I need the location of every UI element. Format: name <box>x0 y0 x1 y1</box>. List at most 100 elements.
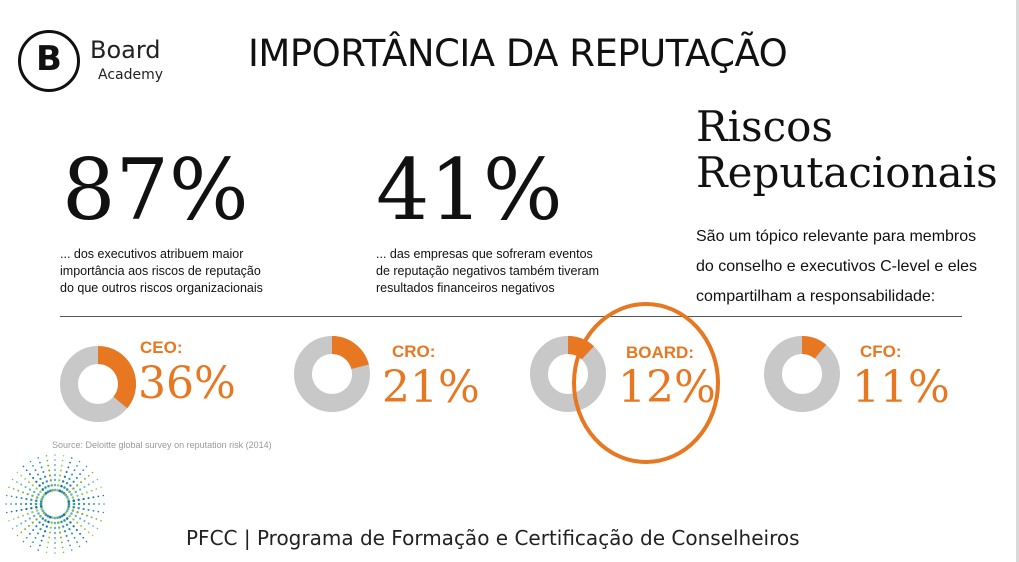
burst-dot <box>17 489 20 492</box>
burst-dot <box>67 539 70 542</box>
burst-dot <box>53 478 57 482</box>
burst-dot <box>25 507 28 511</box>
burst-dot <box>46 490 50 494</box>
burst-dot <box>58 489 62 493</box>
burst-dot <box>20 483 23 486</box>
burst-dot <box>48 474 52 477</box>
burst-dot <box>72 480 75 483</box>
starburst-decoration-icon <box>5 454 105 554</box>
burst-dot <box>76 484 79 487</box>
burst-dot <box>39 527 42 531</box>
burst-dot <box>60 490 64 494</box>
burst-dot <box>65 495 69 499</box>
burst-dot <box>51 488 54 492</box>
donut-slice-cfo <box>801 336 827 359</box>
burst-dot <box>65 523 69 526</box>
burst-dot <box>75 529 78 532</box>
burst-dot <box>76 465 78 467</box>
burst-dot <box>22 491 25 494</box>
burst-dot <box>15 496 18 499</box>
burst-dot <box>63 486 66 489</box>
burst-dot <box>53 483 57 487</box>
slide-title: IMPORTÂNCIA DA REPUTAÇÃO <box>248 32 788 75</box>
donut-ceo <box>60 346 136 422</box>
burst-dot <box>29 545 32 548</box>
burst-dot <box>70 457 73 459</box>
burst-dot <box>5 511 8 514</box>
burst-dot <box>82 536 85 539</box>
burst-dot <box>87 531 90 534</box>
burst-dot <box>87 502 91 506</box>
burst-dot <box>83 477 86 480</box>
burst-dot <box>42 534 45 537</box>
burst-dot <box>8 519 10 522</box>
burst-dot <box>31 521 34 524</box>
burst-dot <box>35 525 38 528</box>
burst-dot <box>15 509 18 512</box>
burst-dot <box>22 514 25 517</box>
burst-dot <box>57 479 61 482</box>
donut-label-board: BOARD: <box>626 343 694 362</box>
burst-dot <box>42 471 45 474</box>
burst-dot <box>100 486 102 489</box>
burst-dot <box>82 497 85 501</box>
stat-description-line: de reputação negativos também tiveram <box>376 264 600 278</box>
stat-description-line: resultados financeiros negativos <box>376 281 555 295</box>
burst-dot <box>16 534 19 537</box>
burst-dot <box>40 539 43 542</box>
burst-dot <box>38 484 41 487</box>
section-divider <box>60 316 962 317</box>
burst-dot <box>24 502 28 506</box>
burst-dot <box>65 488 69 491</box>
burst-dot <box>54 459 56 461</box>
donut-value-board: 12% <box>618 362 716 413</box>
burst-dot <box>90 489 93 492</box>
burst-dot <box>11 478 14 481</box>
burst-dot <box>85 540 88 543</box>
stat-description-line: do que outros riscos organizacionais <box>60 281 263 295</box>
burst-dot <box>57 526 61 529</box>
burst-dot <box>54 454 56 456</box>
donut-cfo <box>764 336 840 412</box>
burst-dot <box>41 482 45 485</box>
burst-dot <box>45 454 48 457</box>
burst-dot <box>22 540 25 543</box>
donut-slice-cro <box>331 336 369 370</box>
burst-dot <box>19 502 23 506</box>
burst-dot <box>82 502 86 506</box>
burst-dot <box>37 549 40 551</box>
burst-dot <box>69 484 72 487</box>
burst-dot <box>85 491 88 494</box>
donut-cro <box>294 336 370 412</box>
burst-dot <box>68 527 71 531</box>
burst-dot <box>53 521 57 525</box>
burst-dot <box>39 461 41 464</box>
burst-dot <box>22 465 25 468</box>
burst-dot <box>72 525 75 528</box>
burst-dot <box>96 478 99 481</box>
burst-dot <box>61 546 64 549</box>
burst-dot <box>44 486 47 489</box>
burst-dot <box>67 500 71 503</box>
stat-description-line: ... das empresas que sofreram eventos <box>376 247 593 261</box>
burst-dot <box>50 521 53 524</box>
burst-dot <box>79 532 82 535</box>
burst-dot <box>60 520 63 524</box>
donut-board <box>530 336 606 412</box>
burst-dot <box>33 490 36 494</box>
burst-dot <box>66 497 70 501</box>
burst-dot <box>95 488 98 490</box>
burst-dot <box>16 471 19 474</box>
burst-dot <box>35 487 38 490</box>
burst-dot <box>56 516 59 520</box>
burst-dot <box>32 529 35 532</box>
burst-dot <box>36 532 40 535</box>
burst-dot <box>44 519 47 522</box>
stat-description-companies: ... das empresas que sofreram eventos de… <box>376 246 599 297</box>
burst-dot <box>38 521 41 524</box>
burst-dot <box>40 466 43 469</box>
burst-dot <box>39 477 42 481</box>
burst-dot <box>70 493 73 496</box>
burst-dot <box>5 503 7 505</box>
burst-dot <box>60 464 63 467</box>
